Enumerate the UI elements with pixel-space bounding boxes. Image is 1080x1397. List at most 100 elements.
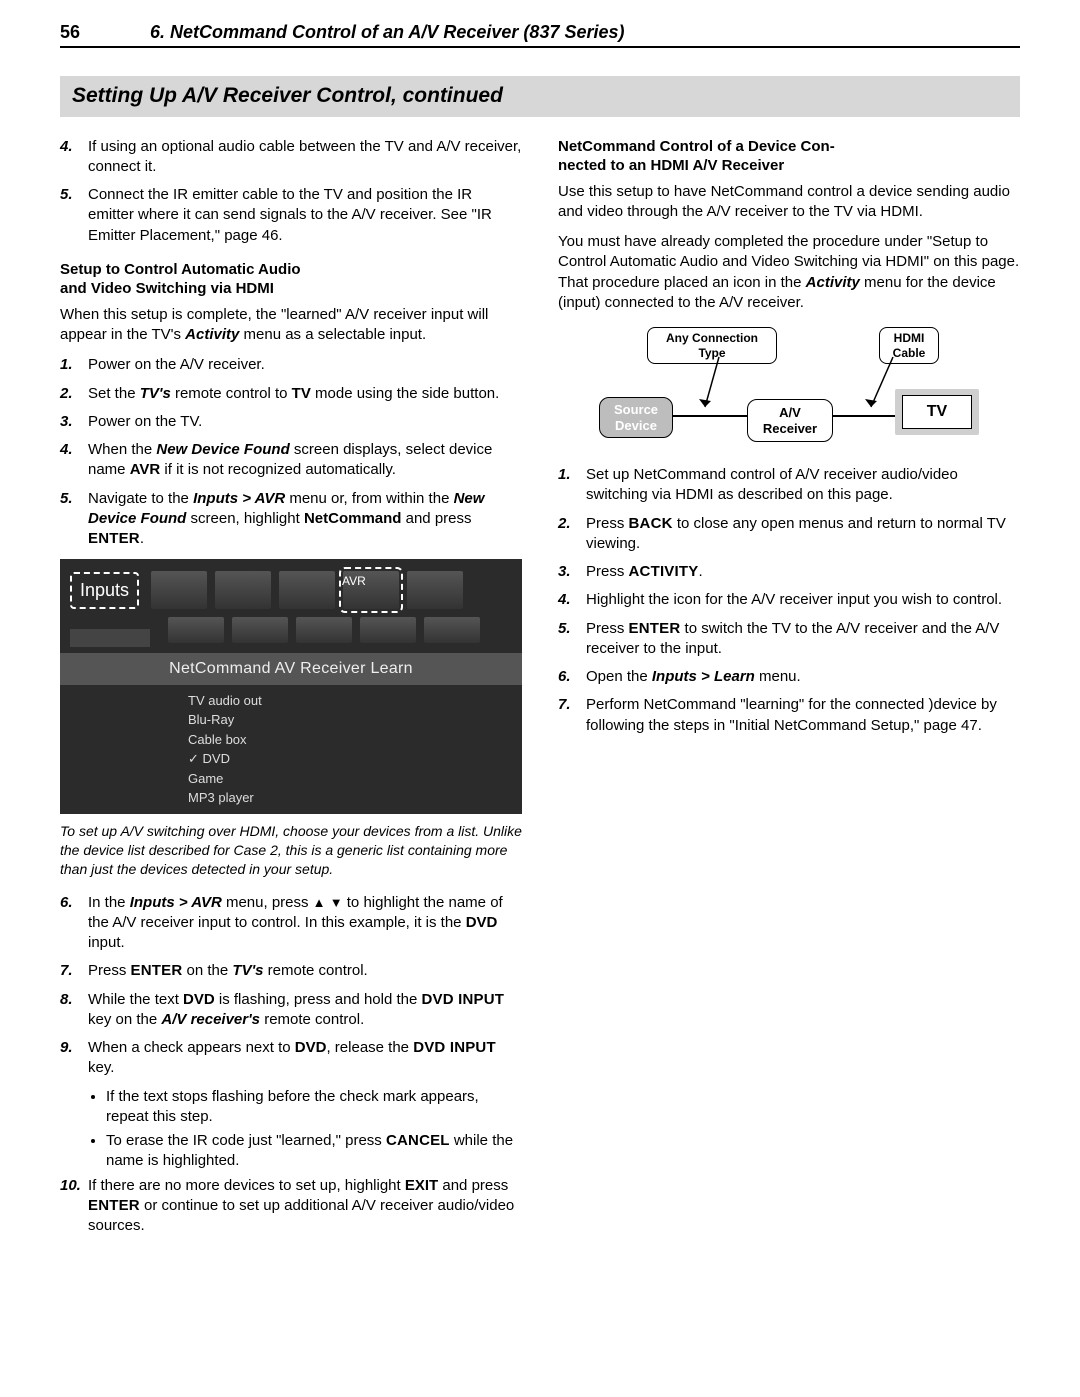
thumb bbox=[232, 617, 288, 643]
list-text: While the text DVD is flashing, press an… bbox=[88, 990, 522, 1031]
list-text: If using an optional audio cable between… bbox=[88, 137, 522, 178]
list-number: 7. bbox=[60, 961, 88, 981]
list-number: 6. bbox=[60, 893, 88, 954]
right-subheading: NetCommand Control of a Device Con- nect… bbox=[558, 137, 1020, 176]
list-number: 8. bbox=[60, 990, 88, 1031]
thumb bbox=[151, 571, 207, 609]
list-item: 2.Press BACK to close any open menus and… bbox=[558, 514, 1020, 555]
chapter-title: 6. NetCommand Control of an A/V Receiver… bbox=[150, 20, 624, 44]
list-text: Press ACTIVITY. bbox=[586, 562, 1020, 582]
tv-side-block bbox=[70, 629, 150, 647]
list-text: Connect the IR emitter cable to the TV a… bbox=[88, 185, 522, 246]
list-number: 3. bbox=[60, 412, 88, 432]
list-number: 2. bbox=[558, 514, 586, 555]
list-item: 4.When the New Device Found screen displ… bbox=[60, 440, 522, 481]
tv-thumb-row2 bbox=[168, 617, 522, 643]
list-text: Press ENTER on the TV's remote control. bbox=[88, 961, 522, 981]
diagram-arrow-1 bbox=[699, 357, 739, 417]
list-text: Set up NetCommand control of A/V receive… bbox=[586, 465, 1020, 506]
left-list-3: 6.In the Inputs > AVR menu, press ▲ ▼ to… bbox=[60, 893, 522, 1079]
tv-list-item: Game bbox=[188, 769, 262, 789]
diagram-tv: TV bbox=[895, 389, 979, 435]
thumb bbox=[215, 571, 271, 609]
list-number: 1. bbox=[558, 465, 586, 506]
list-number: 4. bbox=[60, 440, 88, 481]
subheading-line1: Setup to Control Automatic Audio bbox=[60, 261, 301, 278]
list-text: Open the Inputs > Learn menu. bbox=[586, 667, 1020, 687]
avr-thumb-label: AVR bbox=[342, 573, 366, 589]
list-item: 7.Perform NetCommand "learning" for the … bbox=[558, 695, 1020, 736]
list-item: 5.Press ENTER to switch the TV to the A/… bbox=[558, 619, 1020, 660]
list-number: 5. bbox=[60, 185, 88, 246]
right-list: 1.Set up NetCommand control of A/V recei… bbox=[558, 465, 1020, 736]
left-list-1: 4.If using an optional audio cable betwe… bbox=[60, 137, 522, 246]
list-text: Highlight the icon for the A/V receiver … bbox=[586, 590, 1020, 610]
list-number: 10. bbox=[60, 1176, 88, 1237]
list-text: Set the TV's remote control to TV mode u… bbox=[88, 384, 522, 404]
subheading-line2: and Video Switching via HDMI bbox=[60, 280, 274, 297]
list-number: 5. bbox=[558, 619, 586, 660]
screenshot-caption: To set up A/V switching over HDMI, choos… bbox=[60, 822, 522, 879]
list-number: 3. bbox=[558, 562, 586, 582]
list-number: 7. bbox=[558, 695, 586, 736]
subheading-line2: nected to an HDMI A/V Receiver bbox=[558, 157, 784, 174]
page-header: 56 6. NetCommand Control of an A/V Recei… bbox=[60, 20, 1020, 48]
list-text: When a check appears next to DVD, releas… bbox=[88, 1038, 522, 1079]
tv-list-item: MP3 player bbox=[188, 788, 262, 808]
right-column: NetCommand Control of a Device Con- nect… bbox=[558, 137, 1020, 1245]
left-para-1: When this setup is complete, the "learne… bbox=[60, 305, 522, 346]
list-item: 1.Power on the A/V receiver. bbox=[60, 355, 522, 375]
list-text: If there are no more devices to set up, … bbox=[88, 1176, 522, 1237]
diagram-arrow-2 bbox=[863, 357, 903, 417]
list-item: 4.Highlight the icon for the A/V receive… bbox=[558, 590, 1020, 610]
list-item: 6.In the Inputs > AVR menu, press ▲ ▼ to… bbox=[60, 893, 522, 954]
list-item: 7.Press ENTER on the TV's remote control… bbox=[60, 961, 522, 981]
thumb bbox=[279, 571, 335, 609]
list-item: 3.Press ACTIVITY. bbox=[558, 562, 1020, 582]
right-para-2: You must have already completed the proc… bbox=[558, 232, 1020, 313]
bullet-item: If the text stops flashing before the ch… bbox=[106, 1087, 522, 1128]
tv-thumbnails bbox=[151, 571, 512, 609]
list-item: 5.Navigate to the Inputs > AVR menu or, … bbox=[60, 489, 522, 550]
thumb bbox=[424, 617, 480, 643]
list-item: 3.Power on the TV. bbox=[60, 412, 522, 432]
list-item: 1.Set up NetCommand control of A/V recei… bbox=[558, 465, 1020, 506]
right-para-1: Use this setup to have NetCommand contro… bbox=[558, 182, 1020, 223]
list-number: 1. bbox=[60, 355, 88, 375]
tv-list-item: DVD bbox=[188, 749, 262, 769]
tv-list-item: TV audio out bbox=[188, 691, 262, 711]
diagram-av-receiver: A/V Receiver bbox=[747, 399, 833, 442]
tv-list-item: Cable box bbox=[188, 730, 262, 750]
left-bullets: If the text stops flashing before the ch… bbox=[106, 1087, 522, 1172]
section-title: Setting Up A/V Receiver Control, continu… bbox=[60, 76, 1020, 116]
list-text: Press ENTER to switch the TV to the A/V … bbox=[586, 619, 1020, 660]
tv-device-list: TV audio outBlu-RayCable boxDVDGameMP3 p… bbox=[60, 691, 522, 808]
list-text: Perform NetCommand "learning" for the co… bbox=[586, 695, 1020, 736]
connection-diagram: Any Connection Type HDMI Cable Source De… bbox=[599, 327, 979, 447]
thumb bbox=[407, 571, 463, 609]
list-item: 2.Set the TV's remote control to TV mode… bbox=[60, 384, 522, 404]
page-number: 56 bbox=[60, 20, 80, 44]
thumb bbox=[168, 617, 224, 643]
list-item: 5.Connect the IR emitter cable to the TV… bbox=[60, 185, 522, 246]
left-subheading-1: Setup to Control Automatic Audio and Vid… bbox=[60, 260, 522, 299]
tv-list-item: Blu-Ray bbox=[188, 710, 262, 730]
list-item: 6.Open the Inputs > Learn menu. bbox=[558, 667, 1020, 687]
thumb bbox=[296, 617, 352, 643]
list-number: 5. bbox=[60, 489, 88, 550]
list-text: Power on the A/V receiver. bbox=[88, 355, 522, 375]
tv-band-title: NetCommand AV Receiver Learn bbox=[60, 653, 522, 685]
thumb bbox=[360, 617, 416, 643]
diagram-source-device: Source Device bbox=[599, 397, 673, 438]
list-number: 4. bbox=[558, 590, 586, 610]
list-number: 2. bbox=[60, 384, 88, 404]
left-list-4: 10.If there are no more devices to set u… bbox=[60, 1176, 522, 1237]
tv-screenshot: Inputs AVR NetCommand AV Receiver Learn bbox=[60, 559, 522, 814]
subheading-line1: NetCommand Control of a Device Con- bbox=[558, 138, 835, 155]
list-number: 9. bbox=[60, 1038, 88, 1079]
list-item: 4.If using an optional audio cable betwe… bbox=[60, 137, 522, 178]
list-number: 4. bbox=[60, 137, 88, 178]
tv-list-col: TV audio outBlu-RayCable boxDVDGameMP3 p… bbox=[188, 691, 262, 808]
tv-top-row: Inputs bbox=[60, 559, 522, 619]
left-list-2: 1.Power on the A/V receiver.2.Set the TV… bbox=[60, 355, 522, 549]
